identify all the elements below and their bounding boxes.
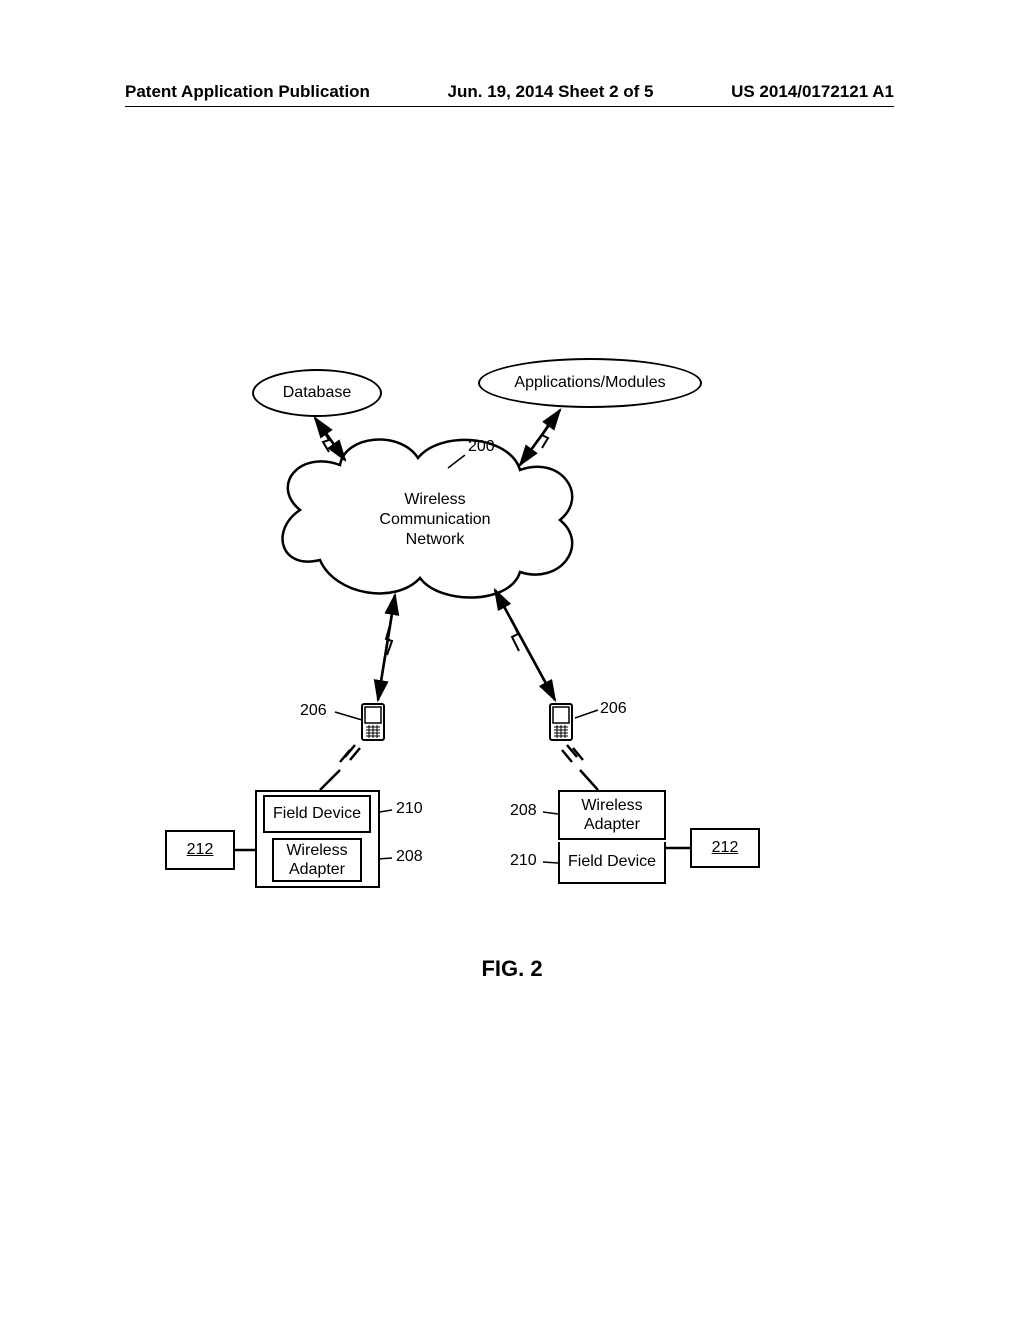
ref-208-left: 208 [396, 848, 423, 866]
diagram-svg [0, 0, 1024, 1320]
mobile-device-left-icon [362, 704, 384, 740]
wireless-right [562, 745, 598, 790]
ref-206-right: 206 [600, 700, 627, 718]
leader-210-right [543, 862, 558, 863]
mobile-device-right-icon [550, 704, 572, 740]
right-212-label: 212 [712, 838, 739, 857]
right-wireless-adapter-label: Wireless Adapter [581, 796, 642, 834]
leader-206-right [575, 710, 598, 718]
right-field-device-label: Field Device [568, 852, 656, 871]
arrow-cloud-phone-left [378, 595, 395, 700]
database-ellipse: Database [252, 369, 382, 417]
arrow-database-cloud [315, 418, 345, 460]
left-field-device-box: Field Device [263, 795, 371, 833]
left-field-device-label: Field Device [273, 804, 361, 823]
left-212-label: 212 [187, 840, 214, 859]
arrow-cloud-phone-right [495, 590, 555, 700]
left-wireless-adapter-label: Wireless Adapter [286, 841, 347, 879]
arrow-apps-cloud [520, 410, 560, 465]
ref-200: 200 [468, 438, 495, 456]
cloud-label: Wireless Communication Network [370, 490, 500, 550]
leader-208-right [543, 812, 558, 814]
ref-210-right: 210 [510, 852, 537, 870]
right-212-box: 212 [690, 828, 760, 868]
apps-label: Applications/Modules [514, 374, 665, 392]
left-wireless-adapter-box: Wireless Adapter [272, 838, 362, 882]
leader-206-left [335, 712, 362, 720]
database-label: Database [283, 384, 352, 402]
ref-208-right: 208 [510, 802, 537, 820]
wireless-left [320, 745, 360, 790]
ref-210-left: 210 [396, 800, 423, 818]
left-212-box: 212 [165, 830, 235, 870]
right-field-device-box: Field Device [558, 842, 666, 884]
figure-caption: FIG. 2 [0, 956, 1024, 982]
apps-ellipse: Applications/Modules [478, 358, 702, 408]
ref-206-left: 206 [300, 702, 327, 720]
right-wireless-adapter-box: Wireless Adapter [558, 790, 666, 840]
